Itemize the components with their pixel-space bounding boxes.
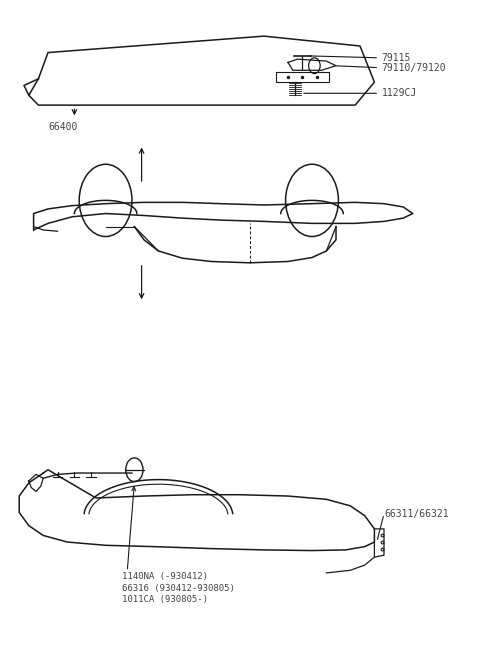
Text: 66400: 66400 (48, 122, 77, 131)
Text: 1011CA (930805-): 1011CA (930805-) (122, 595, 208, 604)
Text: 79110/79120: 79110/79120 (382, 62, 446, 73)
Text: 66311/66321: 66311/66321 (384, 509, 449, 519)
Text: 1129CJ: 1129CJ (382, 88, 417, 99)
Text: 1140NA (-930412): 1140NA (-930412) (122, 572, 208, 581)
Text: 66316 (930412-930805): 66316 (930412-930805) (122, 583, 235, 593)
Text: 79115: 79115 (382, 53, 411, 63)
